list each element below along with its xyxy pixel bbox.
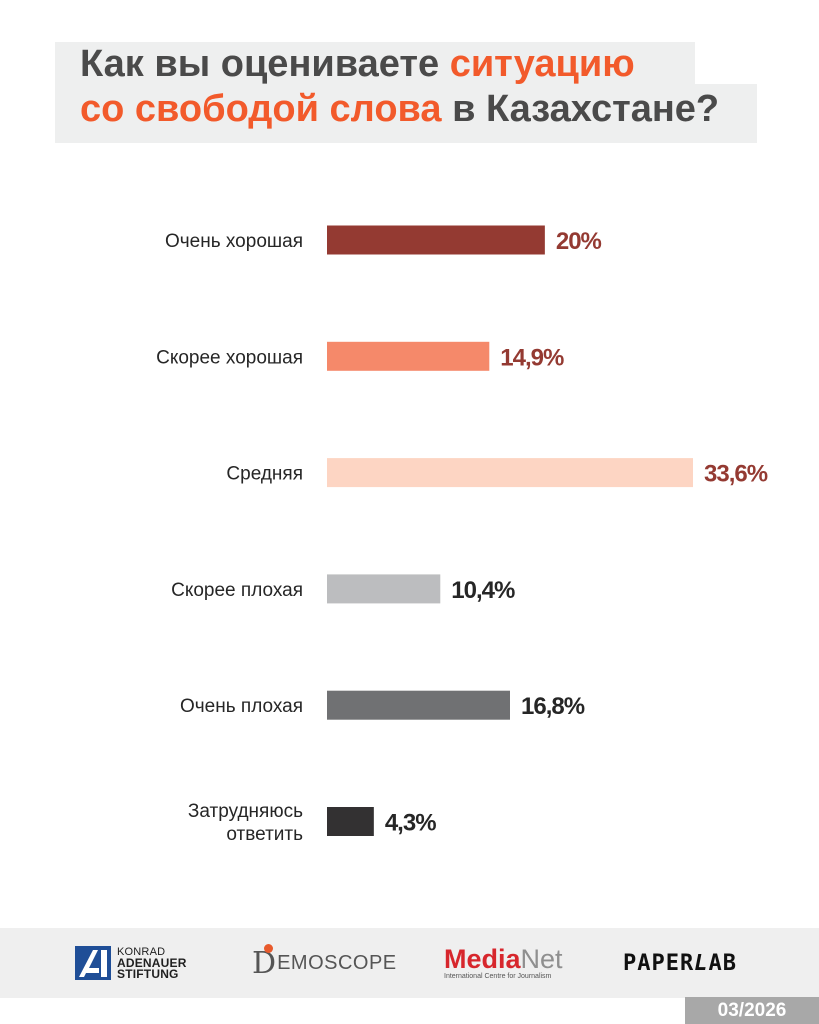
value-label: 4,3% [385,810,436,837]
bar-1 [327,225,545,255]
category-label: Скорее плохая [171,580,303,601]
category-label: Очень хорошая [165,231,303,252]
category-label-line: Скорее плохая [171,580,303,601]
title-text: Как вы оцениваете [80,43,450,85]
date-badge: 03/2026 [685,997,819,1024]
footer-logos: KONRAD ADENAUER STIFTUNG D EMOSCOPE Media… [0,928,819,998]
category-label: Скорее хорошая [156,347,303,368]
demoscope-text: EMOSCOPE [277,951,397,974]
title-line-1: Как вы оцениваете ситуацию [80,43,635,86]
paperlab-logo: PAPER L AB [623,928,737,998]
value-label: 20% [556,228,602,255]
kas-text-stiftung: STIFTUNG [117,966,179,981]
title-block: Как вы оцениваете ситуацию со свободой с… [0,0,819,150]
paperlab-l: L [694,950,709,976]
medianet-net: Net [520,944,563,974]
bar-4 [327,574,441,604]
kas-text-konrad: KONRAD [117,945,166,958]
category-label-line: Очень плохая [180,696,303,717]
title-accent-text: ситуацию [449,43,635,85]
medianet-media: Media [444,944,521,974]
category-label: Затрудняюсь ответить [188,801,303,845]
category-label: Очень плохая [180,696,303,717]
value-label: 16,8% [521,693,585,720]
medianet-subtitle: International Centre for Journalism [444,973,552,980]
category-label-line: Скорее хорошая [156,347,303,368]
paperlab-ab: AB [708,950,737,976]
kas-text-adenauer: ADENAUER [117,955,187,970]
title-background-bottom [55,84,757,143]
medianet-logo: MediaNet International Centre for Journa… [444,928,563,998]
title-background-top [55,42,695,90]
bar-2 [327,341,490,371]
category-label-line: Затрудняюсь [188,801,303,822]
demoscope-logo: D EMOSCOPE [252,928,397,998]
kas-mark-icon [75,946,111,980]
demoscope-dot-icon [264,943,273,953]
bar-chart: 20% Очень хорошая 14,9% Скорее хорошая 33,6%… [156,225,769,845]
category-label-line: Средняя [226,464,303,485]
value-label: 14,9% [500,344,564,371]
title-line-2: со свободой слова в Казахстане? [80,88,719,131]
value-label: 33,6% [704,461,768,488]
title-text: в Казахстане? [441,88,720,130]
title-accent-text: со свободой слова [80,88,442,130]
bar-5 [327,690,510,720]
category-label: Средняя [226,464,303,485]
value-label: 10,4% [451,577,515,604]
bar-3 [327,458,693,488]
category-label-line: ответить [226,824,303,845]
konrad-adenauer-logo: KONRAD ADENAUER STIFTUNG [75,928,187,998]
category-label-line: Очень хорошая [165,231,303,252]
bar-6 [327,807,374,836]
paperlab-paper: PAPER [623,950,695,976]
